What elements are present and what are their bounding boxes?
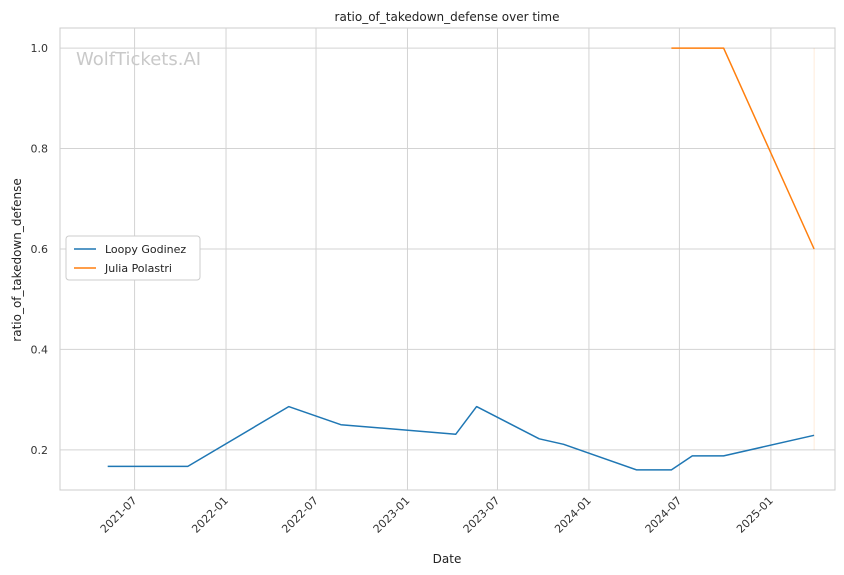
legend-label: Julia Polastri: [104, 262, 172, 275]
legend: Loopy Godinez Julia Polastri: [65, 235, 201, 281]
x-tick-label: 2023-07: [461, 494, 503, 536]
legend-label: Loopy Godinez: [105, 243, 186, 256]
series-line-julia-polastri: [671, 47, 815, 250]
series-line-loopy-godinez: [107, 405, 815, 471]
grid-lines: [60, 28, 835, 490]
x-axis-title: Date: [433, 552, 462, 566]
x-tick-label: 2023-01: [371, 494, 413, 536]
y-tick-label: 0.2: [31, 444, 49, 457]
x-tick-label: 2024-07: [643, 494, 685, 536]
series-layer: [107, 47, 815, 471]
y-tick-label: 0.4: [31, 343, 49, 356]
x-tick-label: 2022-07: [279, 494, 321, 536]
x-tick-label: 2024-01: [552, 494, 594, 536]
y-axis-ticks: 0.2 0.4 0.6 0.8 1.0: [31, 42, 49, 457]
y-axis-title: ratio_of_takedown_defense: [10, 178, 24, 341]
y-tick-label: 0.6: [31, 243, 49, 256]
x-axis-ticks: 2021-07 2022-01 2022-07 2023-01 2023-07 2024-…: [98, 494, 776, 536]
x-tick-label: 2021-07: [98, 494, 140, 536]
watermark-text: WolfTickets.AI: [76, 49, 201, 70]
chart-title: ratio_of_takedown_defense over time: [335, 10, 560, 24]
legend-box: [65, 235, 201, 281]
y-tick-label: 0.8: [31, 143, 49, 156]
x-tick-label: 2025-01: [734, 494, 776, 536]
x-tick-label: 2022-01: [189, 494, 231, 536]
y-tick-label: 1.0: [31, 42, 49, 55]
